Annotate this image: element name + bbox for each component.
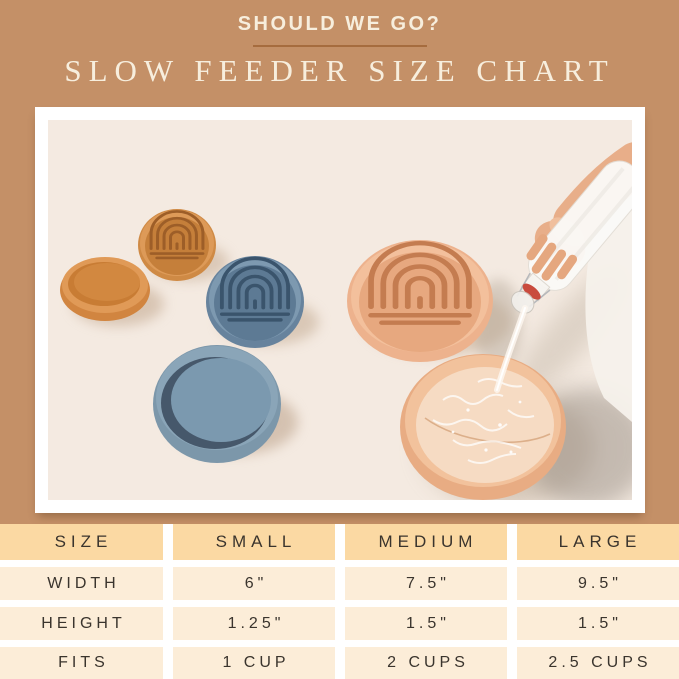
row-fits-large: 2.5 CUPS — [517, 647, 679, 679]
size-table: SIZE SMALL MEDIUM LARGE WIDTH 6" 7.5" 9.… — [0, 524, 679, 679]
page-title: SLOW FEEDER SIZE CHART — [64, 53, 615, 88]
row-width-large: 9.5" — [517, 567, 679, 600]
large-peach-bowl-with-water — [400, 354, 566, 500]
water-stream — [494, 305, 528, 393]
row-height-medium: 1.5" — [345, 607, 507, 640]
brand-logo: SHOULD WE GO? — [237, 13, 442, 35]
row-height-large: 1.5" — [517, 607, 679, 640]
size-table-header-small: SMALL — [173, 524, 335, 560]
small-orange-slow-feeder — [138, 209, 216, 281]
row-width-small: 6" — [173, 567, 335, 600]
photo-scene — [60, 142, 632, 500]
row-width-medium: 7.5" — [345, 567, 507, 600]
photo-frame — [35, 107, 645, 513]
row-fits-label: FITS — [0, 647, 163, 679]
small-orange-plate — [60, 257, 150, 321]
water-sparkles — [451, 400, 522, 454]
water-ripples — [432, 378, 535, 464]
hand-fingers — [526, 234, 578, 281]
size-table-header-large: LARGE — [517, 524, 679, 560]
medium-blue-slow-feeder — [206, 256, 304, 348]
row-width-label: WIDTH — [0, 567, 163, 600]
size-table-header-size: SIZE — [0, 524, 163, 560]
row-height-small: 1.25" — [173, 607, 335, 640]
size-table-header-medium: MEDIUM — [345, 524, 507, 560]
bottle-cap-gasket — [522, 283, 541, 300]
blue-deep-bowl — [153, 345, 281, 463]
product-photo — [48, 120, 632, 500]
row-height-label: HEIGHT — [0, 607, 163, 640]
row-fits-small: 1 CUP — [173, 647, 335, 679]
large-peach-slow-feeder — [347, 240, 493, 362]
brand-underline — [252, 45, 427, 47]
row-fits-medium: 2 CUPS — [345, 647, 507, 679]
